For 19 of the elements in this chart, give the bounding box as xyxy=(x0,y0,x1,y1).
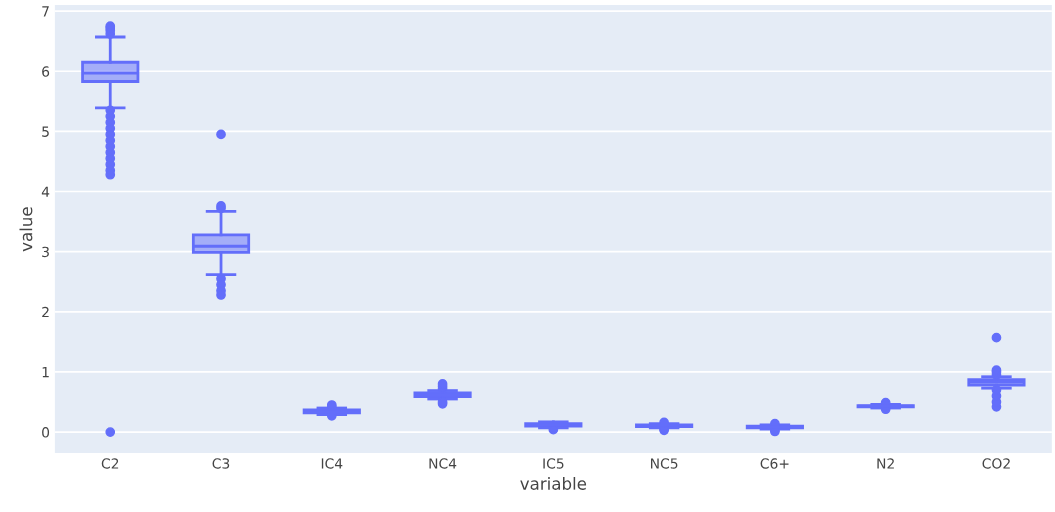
x-tick-label: C3 xyxy=(212,458,230,469)
x-tick-label: NC4 xyxy=(429,458,457,469)
x-tick-label: C6+ xyxy=(760,458,789,469)
y-tick-label: 7 xyxy=(42,6,49,17)
y-tick-label: 4 xyxy=(41,186,50,197)
y-tick-label: 2 xyxy=(42,306,49,318)
y-tick-label: 3 xyxy=(42,246,49,258)
x-tick-label: IC4 xyxy=(321,458,343,469)
y-tick-label: 1 xyxy=(42,367,49,378)
x-tick-label: IC5 xyxy=(543,458,564,469)
x-tick-label: C2 xyxy=(101,458,119,469)
y-axis-title: value xyxy=(19,207,33,252)
x-tick-label: NC5 xyxy=(651,458,678,469)
y-tick-label: 6 xyxy=(42,66,50,77)
y-tick-label: 0 xyxy=(42,427,50,438)
x-tick-label: CO2 xyxy=(982,458,1010,469)
y-tick-label: 5 xyxy=(42,126,49,137)
x-axis-title: variable xyxy=(520,476,587,490)
x-tick-label: N2 xyxy=(877,458,894,469)
